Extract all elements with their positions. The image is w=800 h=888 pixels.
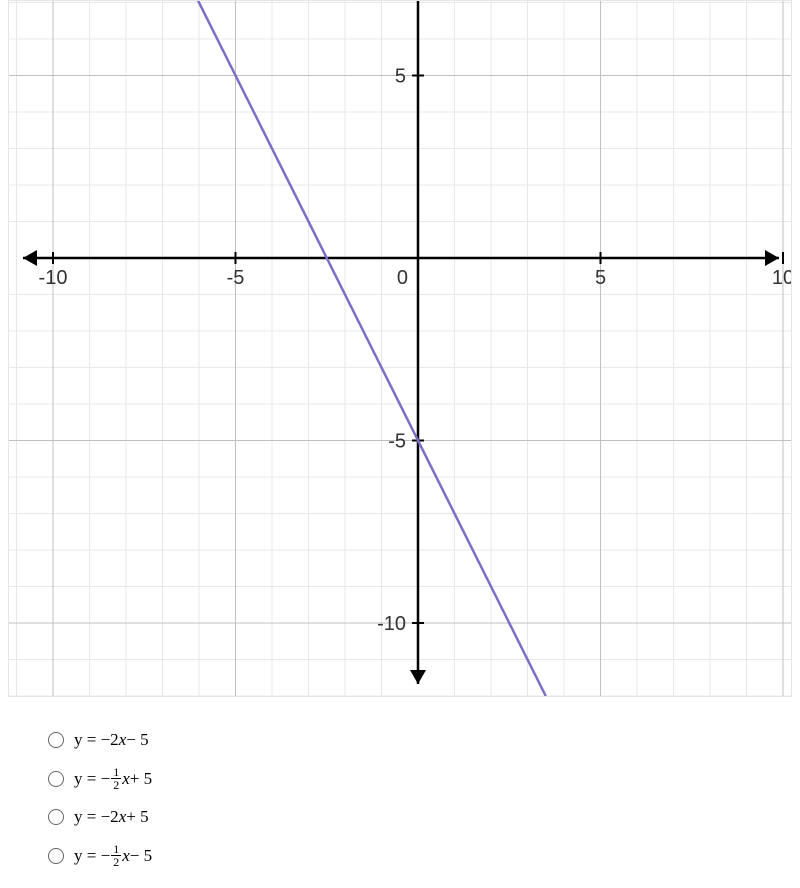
- option-d[interactable]: y = −12x − 5: [48, 843, 152, 868]
- answer-options: y = −2x − 5 y = −12x + 5 y = −2x + 5 y =…: [48, 730, 152, 868]
- radio-icon: [48, 732, 64, 748]
- svg-text:-10: -10: [377, 613, 406, 635]
- equation-d: y = −12x − 5: [74, 843, 152, 868]
- svg-text:-5: -5: [227, 267, 245, 289]
- svg-text:10: 10: [772, 267, 792, 289]
- svg-text:5: 5: [395, 66, 406, 88]
- svg-text:0: 0: [397, 267, 408, 289]
- option-a[interactable]: y = −2x − 5: [48, 730, 152, 750]
- equation-b: y = −12x + 5: [74, 766, 152, 791]
- coordinate-grid-chart: -10 -5 0 5 10 5 -5 -10: [8, 0, 792, 697]
- svg-text:5: 5: [595, 267, 606, 289]
- radio-icon: [48, 771, 64, 787]
- radio-icon: [48, 809, 64, 825]
- option-c[interactable]: y = −2x + 5: [48, 807, 152, 827]
- equation-c: y = −2x + 5: [74, 807, 149, 827]
- option-b[interactable]: y = −12x + 5: [48, 766, 152, 791]
- equation-a: y = −2x − 5: [74, 730, 149, 750]
- chart-svg: -10 -5 0 5 10 5 -5 -10: [9, 1, 792, 697]
- svg-text:-5: -5: [388, 431, 406, 453]
- radio-icon: [48, 848, 64, 864]
- svg-text:-10: -10: [39, 267, 68, 289]
